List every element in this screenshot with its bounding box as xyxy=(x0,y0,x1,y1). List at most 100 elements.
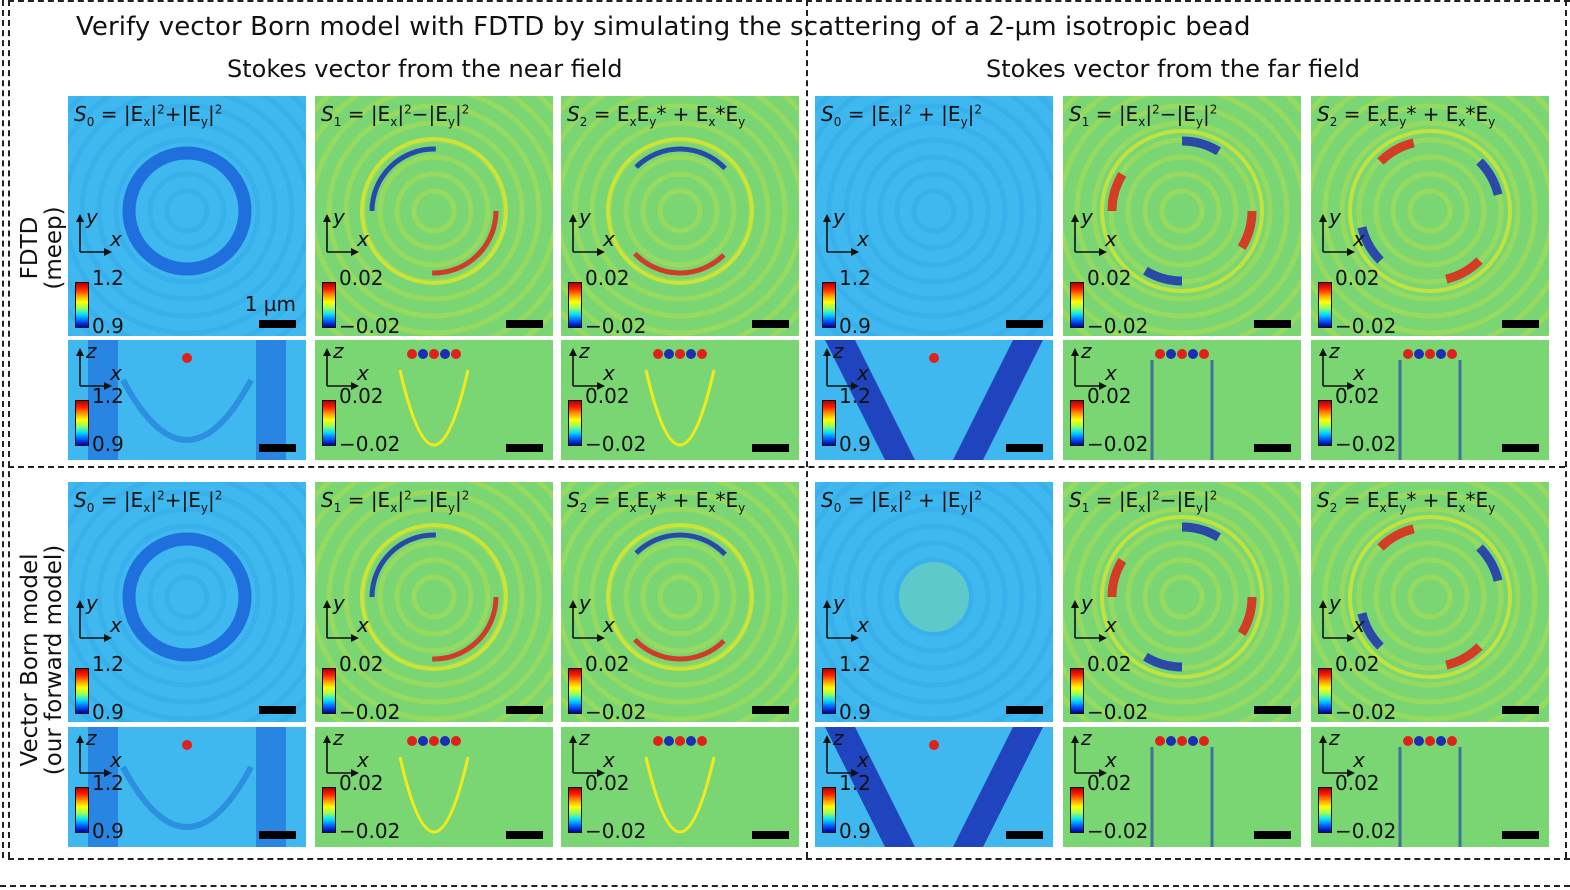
axis-label-z: z xyxy=(332,342,344,363)
panel-xz-s2-near-born: z x 0.02 −0.02 xyxy=(561,727,799,847)
axis-lines xyxy=(326,739,355,774)
focal-lobe xyxy=(1447,349,1457,359)
section-divider-vertical xyxy=(806,0,808,858)
axis-lines xyxy=(572,604,601,639)
axis-label-x: x xyxy=(602,748,615,772)
axis-label-x: x xyxy=(356,361,369,385)
colorbar-max-label: 0.02 xyxy=(1335,384,1380,408)
interference-ring xyxy=(877,540,991,654)
colorbar-min-label: 0.9 xyxy=(839,432,871,456)
yellow-ring xyxy=(360,523,508,671)
interference-ring xyxy=(113,523,261,671)
colorbar-max-label: 1.2 xyxy=(839,266,871,290)
focal-lobe xyxy=(1436,349,1446,359)
colorbar-max-label: 0.02 xyxy=(1087,384,1132,408)
interference-ring xyxy=(1390,557,1470,637)
polarization-lobe xyxy=(1237,210,1257,250)
axis-arrowheads xyxy=(323,214,359,256)
interference-ring xyxy=(315,96,553,336)
scale-bar xyxy=(259,831,296,839)
panel-xy-s0-far-fdtd: S0 = |Ex|2 + |Ey|2 y x 1.2 0.9 xyxy=(815,96,1053,336)
interference-ring xyxy=(623,540,737,654)
field-map xyxy=(315,340,553,460)
focal-spot xyxy=(182,740,192,750)
scale-bar xyxy=(506,444,543,452)
focal-lobe xyxy=(440,736,450,746)
polarization-lobe xyxy=(1357,226,1384,264)
panel-background xyxy=(1063,727,1301,847)
colorbar-max-label: 0.02 xyxy=(585,384,630,408)
interference-ring xyxy=(1339,506,1521,688)
beam-band-right xyxy=(953,727,1043,847)
polarization-lobe xyxy=(1181,522,1221,542)
focal-lobe xyxy=(407,349,417,359)
interference-ring xyxy=(1373,540,1487,654)
axis-label-z: z xyxy=(832,342,844,363)
interference-ring xyxy=(1125,154,1239,268)
colorbar-min-label: −0.02 xyxy=(585,314,647,336)
frame-left-border xyxy=(2,0,4,858)
focal-lobe xyxy=(1155,736,1165,746)
axis-label-y: y xyxy=(1080,594,1094,615)
colorbar xyxy=(1318,282,1332,328)
beam-band-right xyxy=(953,340,1043,460)
colorbar-min-label: −0.02 xyxy=(1087,700,1149,722)
interference-ring xyxy=(894,557,974,637)
axis-label-y: y xyxy=(332,594,346,615)
axis-lines xyxy=(1322,739,1351,774)
panel-background xyxy=(68,482,306,722)
interference-ring xyxy=(1159,188,1205,234)
axis-arrowheads xyxy=(569,735,605,777)
axis-arrowheads xyxy=(569,600,605,642)
colorbar-max-label: 0.02 xyxy=(339,771,384,795)
axis-indicator: yx xyxy=(323,594,369,642)
colorbar xyxy=(75,282,89,328)
interference-ring xyxy=(1373,154,1487,268)
row-label-vector-born-line2: (our forward model) xyxy=(41,544,67,776)
focal-lobe xyxy=(407,736,417,746)
section-label-far-field: Stokes vector from the far field xyxy=(986,55,1360,83)
axis-indicator: yx xyxy=(823,594,869,642)
axis-arrowheads xyxy=(76,735,112,777)
colorbar-min-label: −0.02 xyxy=(1087,819,1149,843)
interference-ring xyxy=(326,103,542,319)
interference-ring xyxy=(623,154,737,268)
frame-right-border xyxy=(1565,0,1567,858)
beam-edge-right xyxy=(256,340,286,460)
beam-band-left xyxy=(825,727,915,847)
colorbar-min-label: −0.02 xyxy=(1335,432,1397,456)
row-label-fdtd-line2: (meep) xyxy=(41,206,67,290)
scale-bar xyxy=(752,320,789,328)
focal-lobe xyxy=(1166,736,1176,746)
polarization-lobe xyxy=(1377,138,1415,165)
colorbar xyxy=(568,282,582,328)
panel-xy-s2-far-born: S2 = ExEy* + Ex*Ey y x 0.02 −0.02 xyxy=(1311,482,1549,722)
colorbar-min-label: −0.02 xyxy=(1087,314,1149,336)
colorbar xyxy=(1318,787,1332,833)
axis-arrowheads xyxy=(323,600,359,642)
panel-title: S1 = |Ex|2−|Ey|2 xyxy=(321,488,470,515)
colorbar-max-label: 0.02 xyxy=(585,652,630,676)
axis-lines xyxy=(326,604,355,639)
colorbar-max-label: 1.2 xyxy=(92,771,124,795)
beam-edge-right xyxy=(256,727,286,847)
colorbar-min-label: −0.02 xyxy=(339,700,401,722)
axis-lines xyxy=(79,604,108,639)
field-map xyxy=(1063,727,1301,847)
colorbar xyxy=(568,787,582,833)
interference-ring xyxy=(1063,482,1301,722)
axis-label-z: z xyxy=(85,342,97,363)
axis-lines xyxy=(826,352,855,387)
colorbar-min-label: −0.02 xyxy=(585,700,647,722)
axis-label-y: y xyxy=(1328,594,1342,615)
axis-arrowheads xyxy=(323,348,359,390)
focal-lobe xyxy=(686,349,696,359)
field-map xyxy=(1063,340,1301,460)
colorbar-max-label: 0.02 xyxy=(339,384,384,408)
focal-lobe xyxy=(451,736,461,746)
focal-lobe xyxy=(1177,349,1187,359)
axis-indicator: yx xyxy=(569,208,615,256)
axis-indicator: zx xyxy=(823,342,869,390)
panel-xy-s1-far-fdtd: S1 = |Ex|2−|Ey|2 y x 0.02 −0.02 xyxy=(1063,96,1301,336)
focal-lobe xyxy=(429,736,439,746)
